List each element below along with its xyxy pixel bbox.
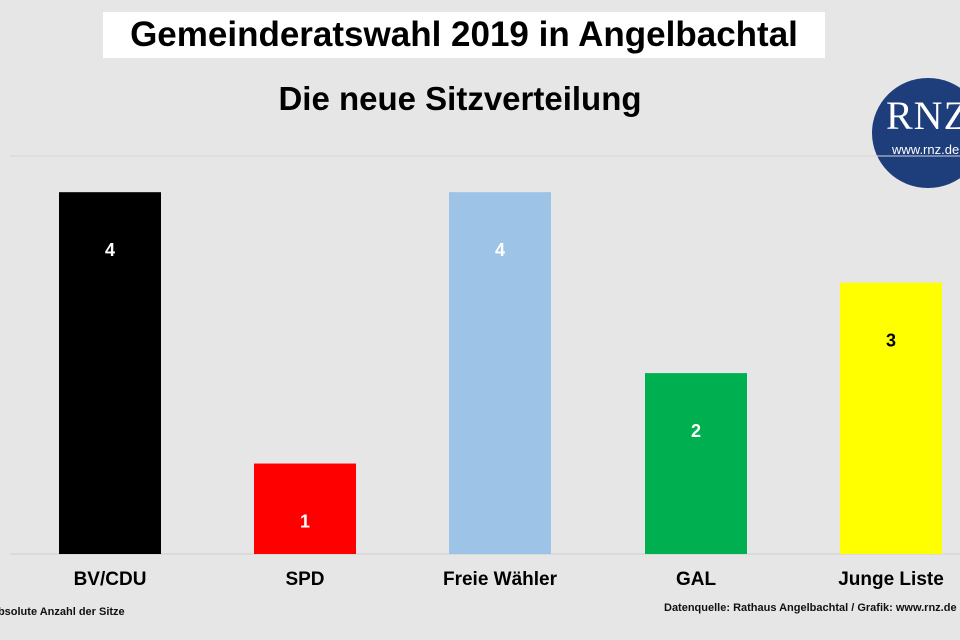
category-label-0: BV/CDU — [74, 569, 147, 590]
data-label-4: 3 — [886, 331, 896, 351]
category-label-4: Junge Liste — [838, 569, 944, 590]
category-label-3: GAL — [676, 569, 717, 590]
rnz-logo-text: RNZ — [886, 93, 960, 138]
category-label-2: Freie Wähler — [443, 569, 558, 590]
data-label-3: 2 — [691, 421, 701, 441]
data-label-0: 4 — [105, 240, 115, 260]
rnz-logo: RNZ www.rnz.de — [872, 78, 960, 188]
bars-group: 4 BV/CDU 1 SPD 4 Freie Wähler 2 GAL 3 Junge Liste — [59, 192, 944, 590]
chart-subtitle: Die neue Sitzverteilung — [278, 80, 642, 117]
footnote-right: Datenquelle: Rathaus Angelbachtal / Graf… — [664, 602, 957, 614]
bar-2 — [449, 192, 551, 554]
footnote-left: Absolute Anzahl der Sitze — [0, 606, 125, 618]
bar-4 — [840, 282, 942, 554]
bar-3 — [645, 373, 747, 554]
rnz-logo-url: www.rnz.de — [892, 142, 960, 157]
data-label-2: 4 — [495, 240, 505, 260]
category-label-1: SPD — [285, 569, 324, 590]
chart-title: Gemeinderatswahl 2019 in Angelbachtal — [103, 12, 825, 58]
bar-0 — [59, 192, 161, 554]
data-label-1: 1 — [300, 512, 310, 532]
bar-1 — [254, 463, 356, 554]
